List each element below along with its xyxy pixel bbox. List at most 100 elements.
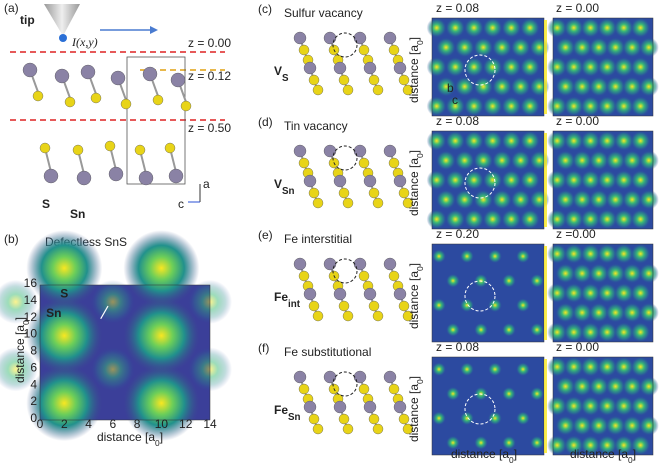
y-axis-label: distance [a0] (407, 37, 425, 103)
heat-spot (622, 150, 643, 171)
heat-spot (464, 209, 484, 230)
text-part: distance [a (407, 158, 421, 216)
axis-letter: b (447, 81, 454, 95)
heat-spot (572, 263, 593, 284)
atom (402, 310, 414, 322)
atom (108, 166, 124, 182)
panel-label: (c) (258, 2, 272, 16)
heat-spot (0, 347, 38, 392)
atom (358, 383, 370, 395)
z-level: z = 0.12 (188, 69, 231, 83)
heat-spot (516, 249, 530, 264)
atom (64, 96, 76, 108)
heat-spot (580, 57, 601, 77)
heat-spot (436, 76, 456, 97)
atom (323, 31, 337, 45)
unit-cell (126, 56, 186, 185)
atom (298, 383, 310, 395)
heat-spot (580, 170, 601, 190)
y-tick-label: 16 (24, 276, 38, 290)
atom (358, 270, 370, 282)
heat-spot (547, 96, 568, 117)
heat-spot (613, 322, 634, 343)
atom (388, 383, 400, 395)
heat-spot (492, 150, 512, 171)
atom (353, 370, 367, 384)
text-part: Sn (288, 412, 301, 423)
heat-spot (580, 209, 601, 230)
heat-spot (26, 230, 103, 307)
current-label: I(x,y) (71, 35, 98, 49)
heat-spot (613, 283, 634, 303)
pointer (100, 305, 109, 320)
heat-spot (482, 209, 503, 230)
heat-spot (638, 376, 659, 397)
atom (333, 287, 347, 301)
text-part: distance [a (407, 384, 421, 442)
heat-spot (622, 76, 643, 97)
atom (368, 74, 380, 86)
panel-title: Sulfur vacancy (284, 6, 363, 20)
tip-apex (59, 34, 67, 42)
heat-spot (445, 57, 466, 77)
text-part: ] (160, 430, 163, 444)
atom (383, 31, 397, 45)
heat-spot (580, 435, 601, 456)
atom (293, 144, 307, 158)
x-tick-label: 6 (110, 417, 117, 431)
heat-spot (530, 322, 544, 337)
text-part: 0 (415, 266, 425, 271)
heat-spot (597, 243, 618, 264)
heat-spot (482, 130, 503, 151)
atom (342, 84, 354, 96)
heat-spot (613, 130, 634, 151)
defect-marker (332, 145, 358, 171)
heat-spot (516, 411, 530, 426)
atom (298, 44, 310, 56)
heat-spot (432, 249, 446, 264)
z-level: z = 0.00 (188, 36, 231, 50)
atom-label: Sn (46, 306, 61, 320)
colorbar (544, 133, 547, 227)
atom (383, 257, 397, 271)
heat-spot (605, 37, 626, 58)
atom (138, 170, 154, 186)
heat-spot (510, 37, 531, 58)
heat-spot (454, 150, 475, 171)
heat-spot (572, 189, 593, 210)
heat-spot (502, 435, 516, 450)
defect-marker (464, 280, 496, 312)
heat-spot (473, 189, 494, 210)
y-tick-label: 0 (30, 411, 37, 425)
heat-spot (597, 435, 618, 456)
panel-title: Fe interstitial (284, 232, 352, 246)
y-axis-label: distance [a0] (407, 376, 425, 442)
heat-spot (482, 96, 503, 117)
defect-marker (332, 32, 358, 58)
heat-spot (563, 209, 584, 230)
atom (180, 100, 192, 112)
heat-spot (123, 230, 200, 307)
x-tick-label: 2 (61, 417, 68, 431)
text-part: Sn (282, 186, 295, 197)
heat-spot (563, 17, 584, 38)
heat-spot (492, 189, 512, 210)
atom (398, 187, 410, 199)
heat-spot (555, 415, 576, 436)
atom (312, 423, 324, 435)
heat-spot (613, 170, 634, 190)
heat-spot (474, 322, 488, 337)
heat-spot (492, 37, 512, 58)
heat-spot (613, 17, 634, 38)
axis-letter: a (203, 177, 210, 191)
atom (393, 400, 407, 414)
heat-spot (26, 297, 103, 374)
heat-spot (630, 356, 651, 377)
x-axis-label: distance [a0] (451, 447, 517, 465)
heat-spot (563, 356, 584, 377)
y-tick-label: 10 (24, 327, 38, 341)
heat-spot (460, 411, 474, 426)
heat-spot (90, 279, 135, 324)
heat-spot (555, 263, 576, 284)
